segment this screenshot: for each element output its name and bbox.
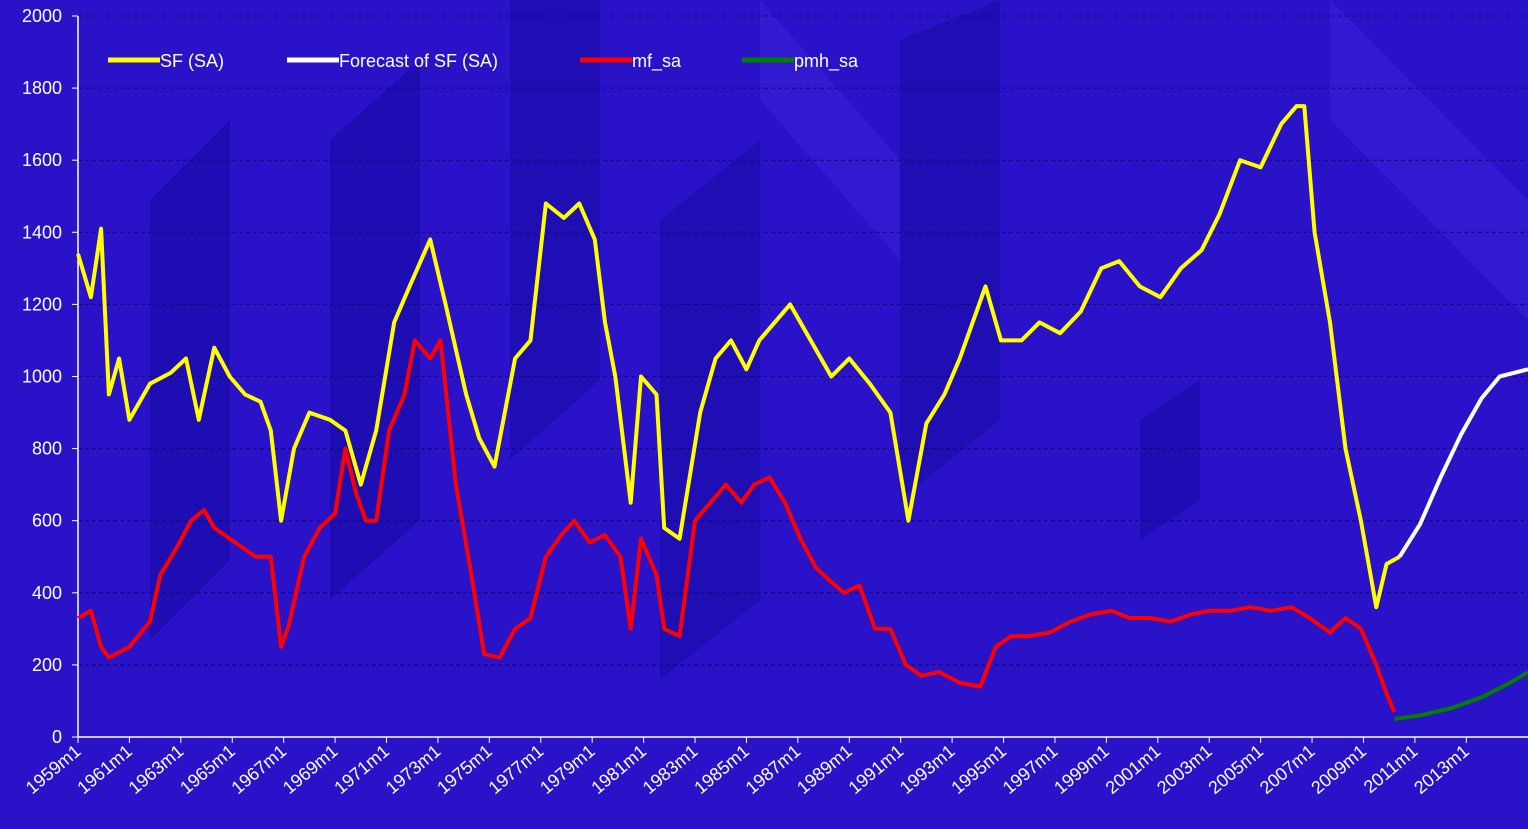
legend-label: Forecast of SF (SA): [339, 51, 498, 71]
y-tick-label: 200: [32, 655, 62, 675]
y-tick-label: 1600: [22, 150, 62, 170]
y-tick-label: 1200: [22, 294, 62, 314]
legend-label: SF (SA): [160, 51, 224, 71]
y-tick-label: 2000: [22, 6, 62, 26]
series-line: [77, 338, 1397, 713]
series-line: [76, 104, 1401, 610]
y-tick-label: 1000: [22, 367, 62, 387]
y-tick-label: 400: [32, 583, 62, 603]
y-tick-label: 1400: [22, 222, 62, 242]
y-tick-label: 800: [32, 439, 62, 459]
y-tick-label: 1800: [22, 78, 62, 98]
y-tick-label: 600: [32, 511, 62, 531]
series-line: [1397, 367, 1528, 558]
legend-label: pmh_sa: [794, 51, 859, 72]
y-tick-label: 0: [52, 727, 62, 747]
legend-label: mf_sa: [632, 51, 682, 72]
series-line: [1394, 670, 1528, 721]
